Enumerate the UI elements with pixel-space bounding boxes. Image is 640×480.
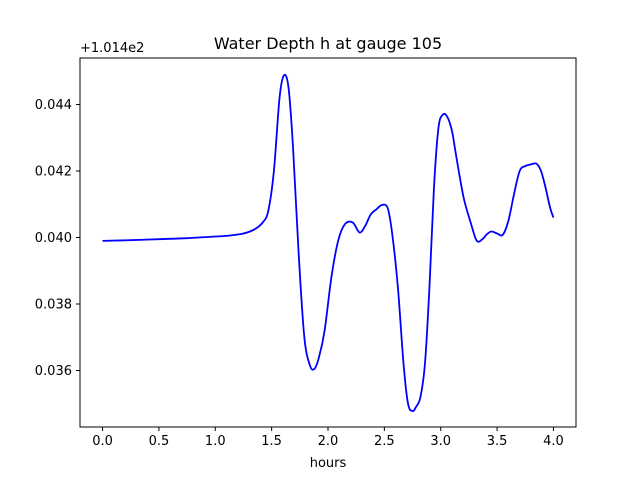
x-tick-label: 2.5 [374,434,395,449]
chart-title: Water Depth h at gauge 105 [214,34,442,53]
y-tick-label: 0.044 [35,98,72,113]
x-axis-label: hours [310,456,347,471]
y-tick-label: 0.040 [35,231,72,246]
x-tick-label: 3.0 [430,434,451,449]
x-tick-label: 1.0 [205,434,226,449]
y-axis: 0.036 0.038 0.040 0.042 0.044 [35,98,80,379]
y-tick-label: 0.036 [35,364,72,379]
x-tick-label: 4.0 [543,434,564,449]
x-tick-label: 3.5 [487,434,508,449]
x-tick-label: 2.0 [318,434,339,449]
y-tick-label: 0.042 [35,165,72,180]
y-tick-label: 0.038 [35,298,72,313]
x-tick-label: 1.5 [261,434,282,449]
x-tick-label: 0.5 [149,434,170,449]
x-axis: 0.0 0.5 1.0 1.5 2.0 2.5 3.0 3.5 4.0 [92,427,564,449]
water-depth-series-line [102,73,555,413]
y-axis-offset-label: +1.014e2 [80,41,144,56]
x-tick-label: 0.0 [92,434,113,449]
